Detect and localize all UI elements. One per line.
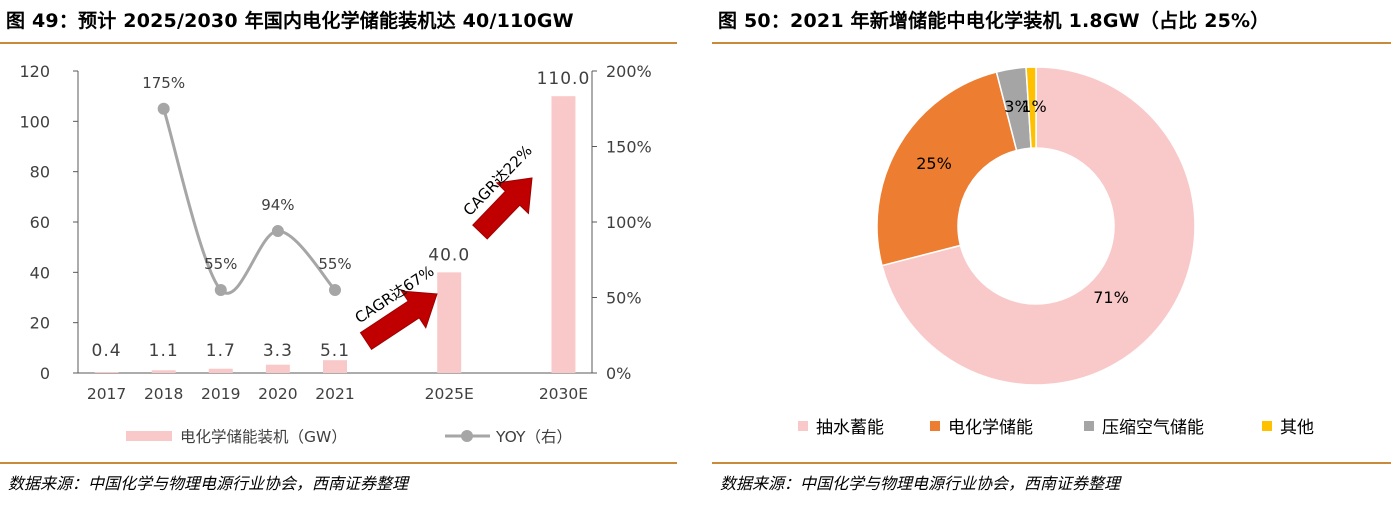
y-tick-label: 0 xyxy=(40,364,50,383)
y2-tick-label: 200% xyxy=(606,62,652,81)
yoy-value-label: 55% xyxy=(318,255,351,273)
source-rule xyxy=(712,462,1391,464)
arrow-shape xyxy=(359,290,438,351)
bar xyxy=(208,368,233,373)
x-tick-label: 2018 xyxy=(144,385,183,403)
bar-line-chart: 0 20 40 60 80 100 120 0% 50% 100% 150% 200% 0.4 1.1 1.… xyxy=(19,62,652,446)
yoy-point xyxy=(214,283,227,296)
x-tick-label: 2020 xyxy=(258,385,297,403)
legend-label: 抽水蓄能 xyxy=(816,418,884,438)
yoy-value-label: 94% xyxy=(261,196,294,214)
source-rule xyxy=(0,462,677,464)
figure-50-title: 图 50：2021 年新增储能中电化学装机 1.8GW（占比 25%） xyxy=(718,10,1270,32)
bar-value-label: 110.0 xyxy=(537,69,591,89)
bar-value-label: 0.4 xyxy=(92,341,122,361)
legend-label: 电化学储能 xyxy=(948,418,1033,438)
x-tick-label: 2019 xyxy=(201,385,240,403)
slice-value-label: 1% xyxy=(1021,97,1046,116)
bar-value-label: 1.1 xyxy=(149,341,179,361)
yoy-value-label: 55% xyxy=(204,255,237,273)
legend-label: 其他 xyxy=(1280,418,1314,438)
y2-tick-label: 100% xyxy=(606,213,652,232)
bar-value-label: 5.1 xyxy=(320,341,350,361)
donut-slice xyxy=(881,66,1196,386)
y-tick-label: 60 xyxy=(30,213,50,232)
legend-swatch xyxy=(1262,421,1272,431)
bar-value-label: 40.0 xyxy=(428,245,470,265)
x-tick-label: 2025E xyxy=(425,385,474,403)
donut-slice xyxy=(876,71,1018,267)
legend-swatch-bar xyxy=(126,431,172,441)
bar xyxy=(94,371,119,373)
x-tick-label: 2021 xyxy=(315,385,354,403)
bar-value-label: 1.7 xyxy=(206,341,236,361)
bar-value-label: 3.3 xyxy=(263,341,293,361)
title-rule xyxy=(712,42,1391,44)
x-tick-label: 2017 xyxy=(87,385,126,403)
y-tick-label: 40 xyxy=(30,263,50,282)
y2-tick-label: 150% xyxy=(606,138,652,157)
figure-49-title: 图 49：预计 2025/2030 年国内电化学储能装机达 40/110GW xyxy=(6,10,574,32)
donut-slice xyxy=(1025,66,1037,149)
yoy-point xyxy=(329,283,341,296)
slice-value-label: 71% xyxy=(1093,288,1129,307)
bar xyxy=(151,370,176,373)
slice-value-label: 3% xyxy=(1004,97,1029,116)
left-figure-panel: 图 49：预计 2025/2030 年国内电化学储能装机达 40/110GW 0… xyxy=(0,0,677,507)
bar xyxy=(437,272,462,373)
y2-tick-label: 50% xyxy=(606,289,642,308)
source-note: 数据来源：中国化学与物理电源行业协会，西南证券整理 xyxy=(720,474,1121,493)
arrow-shape xyxy=(472,177,533,240)
bar xyxy=(323,360,347,373)
y-tick-label: 100 xyxy=(19,112,50,131)
y2-tick-label: 0% xyxy=(606,364,631,383)
legend-swatch-marker xyxy=(461,430,473,442)
slice-value-label: 25% xyxy=(916,154,952,173)
yoy-value-label: 175% xyxy=(142,74,185,92)
legend-label-line: YOY（右） xyxy=(495,428,572,446)
yoy-point xyxy=(271,225,284,238)
source-note: 数据来源：中国化学与物理电源行业协会，西南证券整理 xyxy=(8,474,409,493)
y-tick-label: 120 xyxy=(19,62,50,81)
legend-label: 压缩空气储能 xyxy=(1102,418,1204,438)
right-figure-panel: 图 50：2021 年新增储能中电化学装机 1.8GW（占比 25%） 71% 2… xyxy=(712,0,1391,507)
y-tick-label: 80 xyxy=(30,163,50,182)
x-tick-label: 2030E xyxy=(539,385,588,403)
legend-swatch xyxy=(798,421,808,431)
y-tick-label: 20 xyxy=(30,314,50,333)
legend-label-bar: 电化学储能装机（GW） xyxy=(180,428,347,446)
yoy-point xyxy=(157,102,170,115)
donut-chart: 71% 25% 3%1% 抽水蓄能 电化学储能 压缩空气储能 其他 xyxy=(798,66,1314,438)
bar xyxy=(265,364,290,373)
trend-arrow: CAGR达22% xyxy=(460,141,536,240)
legend-swatch xyxy=(1084,421,1094,431)
bar xyxy=(551,96,576,374)
legend-swatch xyxy=(930,421,940,431)
title-rule xyxy=(0,42,677,44)
yoy-line xyxy=(162,108,337,295)
